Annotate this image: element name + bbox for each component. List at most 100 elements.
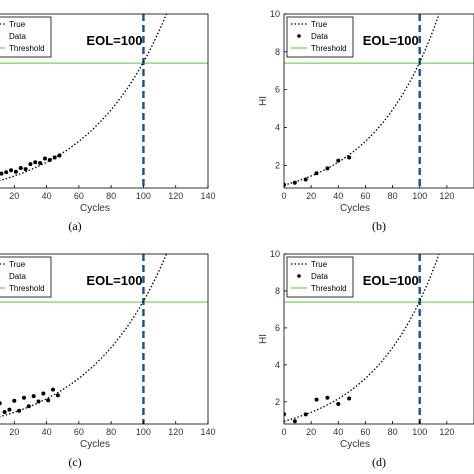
data-point: [336, 158, 341, 163]
legend-entry: True: [9, 20, 26, 29]
data-point: [55, 393, 60, 398]
x-tick-label: 120: [439, 191, 454, 201]
data-point: [13, 169, 18, 174]
x-tick-label: 40: [333, 427, 343, 437]
data-point: [0, 171, 4, 176]
data-point: [2, 409, 7, 414]
data-point: [18, 165, 23, 170]
y-tick-label: 4: [275, 122, 280, 132]
panel-label: (d): [372, 455, 386, 469]
data-point: [292, 180, 297, 185]
axes-frame: [0, 13, 209, 189]
legend-box: [0, 16, 52, 58]
data-point: [325, 166, 330, 171]
x-tick-label: 100: [136, 191, 151, 201]
data-point: [23, 167, 28, 172]
y-axis-label: HI: [258, 334, 269, 344]
x-tick-label: 140: [200, 191, 215, 201]
data-point: [41, 391, 46, 396]
data-point: [336, 402, 341, 407]
legend-entry: True: [311, 20, 328, 29]
plot-area-d: [284, 254, 474, 424]
data-point: [33, 160, 38, 165]
x-axis-label: Cycles: [340, 203, 370, 214]
data-point: [303, 177, 308, 182]
data-point: [46, 398, 51, 403]
data-point: [347, 396, 352, 401]
data-point: [314, 171, 319, 176]
x-axis-label: Cycles: [80, 439, 110, 450]
data-point: [12, 398, 17, 403]
legend: True Data Threshold: [286, 16, 354, 58]
data-point: [17, 408, 22, 413]
data-point: [284, 412, 286, 417]
data-point: [21, 395, 26, 400]
x-tick-label: 20: [9, 427, 19, 437]
legend-entry: True: [9, 260, 26, 269]
plot-area-c: [0, 254, 208, 424]
x-tick-label: 100: [412, 427, 427, 437]
legend-entry: True: [311, 260, 328, 269]
y-tick-label: 6: [275, 323, 280, 333]
true-curve: [0, 14, 168, 182]
x-tick-label: 120: [168, 427, 183, 437]
data-point: [9, 168, 14, 173]
x-tick-label: 120: [439, 427, 454, 437]
legend-entry: Data: [9, 32, 26, 41]
y-tick-label: 2: [275, 397, 280, 407]
axes-frame: [283, 253, 474, 425]
legend-entry: Threshold: [311, 44, 347, 53]
data-point: [52, 155, 57, 160]
x-tick-label: 100: [412, 191, 427, 201]
data-point: [51, 387, 56, 392]
x-tick-label: 80: [388, 191, 398, 201]
eol-annotation: EOL=100: [363, 273, 419, 288]
plot-area-a: [0, 14, 208, 188]
x-tick-label: 140: [200, 427, 215, 437]
data-point: [325, 395, 330, 400]
x-axis-label: Cycles: [340, 439, 370, 450]
x-tick-label: 100: [136, 427, 151, 437]
y-tick-label: 6: [275, 85, 280, 95]
legend-data-swatch: [297, 34, 301, 38]
chart-panel-b: 0 20 40 60 80 100 120 2 4 6 8 10 Cycles HI EOL=100 True…: [258, 9, 474, 233]
x-axis-label: Cycles: [80, 203, 110, 214]
true-curve: [284, 14, 440, 186]
eol-annotation: EOL=100: [86, 33, 142, 48]
legend-entry: Data: [311, 32, 328, 41]
legend-box: [0, 256, 52, 298]
axes-frame: [0, 253, 209, 425]
x-tick-label: 60: [360, 427, 370, 437]
x-tick-label: 120: [168, 191, 183, 201]
x-tick-label: 20: [306, 427, 316, 437]
legend: True Data Threshold: [0, 16, 52, 58]
x-tick-label: 20: [9, 191, 19, 201]
x-tick-label: 40: [42, 191, 52, 201]
x-tick-label: 60: [360, 191, 370, 201]
true-curve: [284, 254, 440, 422]
legend-entry: Threshold: [9, 284, 45, 293]
legend-data-swatch: [297, 274, 301, 278]
axes-frame: [283, 13, 474, 189]
data-point: [26, 404, 31, 409]
x-tick-label: 60: [74, 427, 84, 437]
y-tick-label: 8: [275, 47, 280, 57]
data-point: [7, 407, 12, 412]
data-point: [292, 419, 297, 424]
panel-label: (c): [68, 455, 81, 469]
legend: True Data Threshold: [0, 256, 52, 298]
x-tick-label: 40: [333, 191, 343, 201]
eol-annotation: EOL=100: [363, 33, 419, 48]
y-tick-label: 8: [275, 286, 280, 296]
x-tick-label: 20: [306, 191, 316, 201]
x-tick-label: 0: [281, 427, 286, 437]
y-axis-label: HI: [258, 96, 269, 106]
data-point: [4, 170, 9, 175]
y-tick-label: 4: [275, 360, 280, 370]
data-point: [303, 412, 308, 417]
y-tick-label: 10: [270, 9, 280, 19]
legend-entry: Data: [311, 272, 328, 281]
legend: True Data Threshold: [286, 256, 354, 298]
data-point: [284, 182, 286, 187]
data-point: [47, 158, 52, 163]
